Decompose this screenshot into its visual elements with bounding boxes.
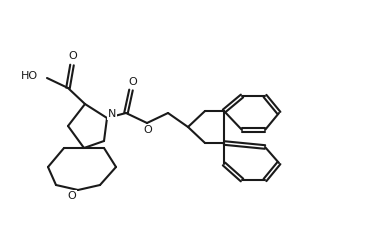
Text: HO: HO [21, 71, 38, 81]
Text: O: O [67, 191, 77, 201]
Text: O: O [128, 77, 137, 87]
Text: O: O [144, 125, 152, 135]
Text: N: N [108, 109, 116, 119]
Text: O: O [69, 51, 77, 61]
